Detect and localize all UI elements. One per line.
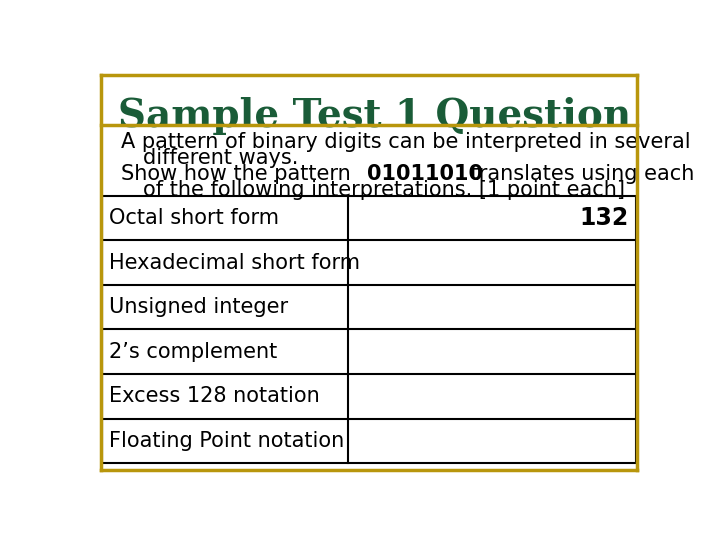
Text: Sample Test 1 Question: Sample Test 1 Question	[118, 97, 631, 135]
Text: translates using each: translates using each	[464, 164, 695, 184]
Text: different ways.: different ways.	[143, 148, 298, 168]
Text: 2’s complement: 2’s complement	[109, 342, 277, 362]
Text: 132: 132	[580, 206, 629, 230]
Text: Floating Point notation: Floating Point notation	[109, 431, 344, 451]
Text: of the following interpretations. [1 point each]: of the following interpretations. [1 poi…	[143, 180, 625, 200]
Text: A pattern of binary digits can be interpreted in several: A pattern of binary digits can be interp…	[121, 132, 690, 152]
Text: Unsigned integer: Unsigned integer	[109, 297, 288, 317]
Text: Show how the pattern: Show how the pattern	[121, 164, 357, 184]
Text: Hexadecimal short form: Hexadecimal short form	[109, 253, 360, 273]
Text: 01011010: 01011010	[366, 164, 482, 184]
Text: Excess 128 notation: Excess 128 notation	[109, 386, 320, 406]
Bar	[102, 196, 636, 463]
Text: Octal short form: Octal short form	[109, 208, 279, 228]
